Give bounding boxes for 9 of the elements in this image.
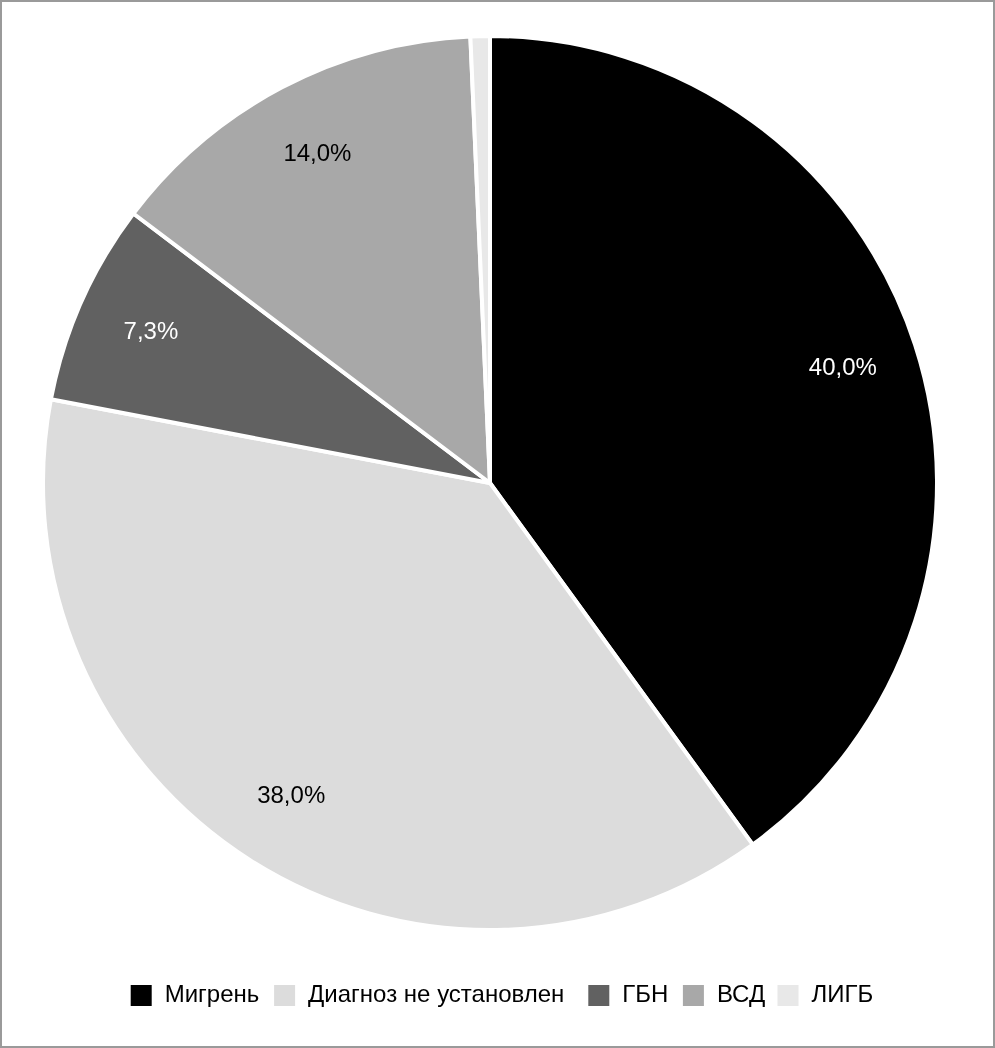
legend-label: ГБН	[622, 980, 669, 1008]
data-label: 40,0%	[808, 352, 877, 380]
data-label: 38,0%	[257, 780, 326, 808]
legend-label: ВСД	[716, 980, 766, 1008]
legend-label: Мигрень	[164, 980, 260, 1008]
legend-label: ЛИГБ	[811, 980, 874, 1008]
data-label: 14,0%	[283, 138, 352, 166]
data-label: 7,3%	[123, 316, 179, 344]
legend-label: Диагноз не установлен	[308, 980, 565, 1008]
